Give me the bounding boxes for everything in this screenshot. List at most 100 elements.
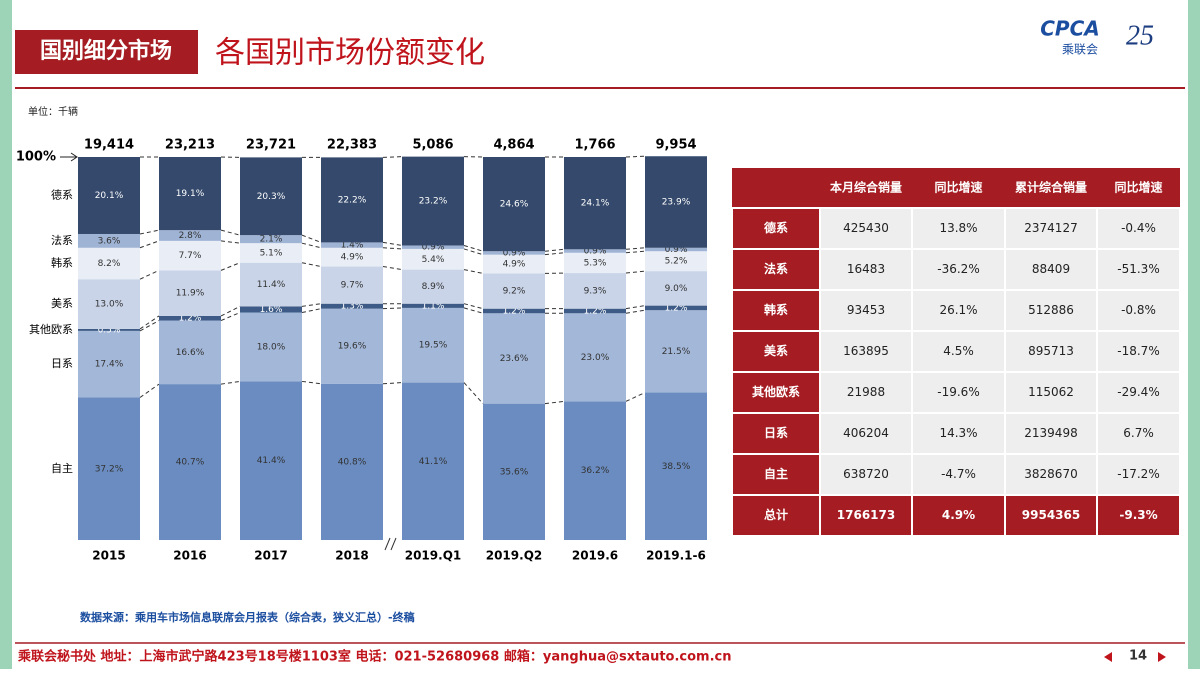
- series-label: 其他欧系: [29, 323, 73, 336]
- footer-contact: 乘联会秘书处 地址：上海市武宁路423号18号楼1103室 电话：021-526…: [17, 649, 732, 665]
- cell-text: 3828670: [1024, 467, 1077, 481]
- connector: [464, 249, 483, 255]
- connector: [383, 248, 402, 249]
- connector: [221, 230, 240, 235]
- value-label: 5.3%: [584, 258, 607, 268]
- connector: [302, 243, 321, 248]
- value-label: 36.2%: [581, 466, 610, 476]
- connector: [383, 242, 402, 245]
- cell-text: 406204: [843, 426, 889, 440]
- cell-text: -18.7%: [1117, 344, 1159, 358]
- cell-text: 512886: [1028, 303, 1074, 317]
- row-header: 自主: [764, 466, 788, 481]
- total-label: 4,864: [493, 138, 534, 153]
- value-label: 19.5%: [419, 341, 448, 351]
- value-label: 4.9%: [341, 253, 364, 263]
- value-label: 20.3%: [257, 192, 286, 202]
- connector: [383, 383, 402, 384]
- value-label: 24.6%: [500, 200, 529, 210]
- cell-text: 26.1%: [939, 303, 977, 317]
- cell-text: -19.6%: [937, 385, 979, 399]
- value-label: 9.2%: [503, 287, 526, 297]
- value-label: 11.4%: [257, 280, 286, 290]
- anniversary: 25: [1126, 20, 1154, 51]
- cell-text: 4.5%: [943, 344, 974, 358]
- cell-text: -4.7%: [941, 467, 976, 481]
- cell-text: 1766173: [837, 508, 895, 522]
- cell-text: 13.8%: [939, 221, 977, 235]
- total-label: 23,213: [165, 138, 215, 153]
- value-label: 41.1%: [419, 457, 448, 467]
- connector: [626, 156, 645, 157]
- value-label: 5.2%: [665, 257, 688, 267]
- connector: [221, 306, 240, 316]
- cell-text: 93453: [847, 303, 885, 317]
- value-label: 5.1%: [260, 248, 283, 258]
- connector: [626, 248, 645, 250]
- tag: 国别细分市场: [40, 38, 172, 64]
- page-number: 14: [1129, 649, 1147, 664]
- logo: CPCA: [1040, 17, 1100, 41]
- connector: [383, 267, 402, 270]
- total-label: 9,954: [655, 138, 696, 153]
- total-label: 5,086: [412, 138, 453, 153]
- row-header: 总计: [764, 507, 788, 522]
- connector: [140, 241, 159, 248]
- cell-text: 14.3%: [939, 426, 977, 440]
- value-label: 3.6%: [98, 236, 121, 246]
- value-label: 23.0%: [581, 353, 610, 363]
- connector: [302, 309, 321, 313]
- cell-text: -36.2%: [937, 262, 979, 276]
- source: 数据来源：乘用车市场信息联席会月报表（综合表，狭义汇总）-终稿: [80, 610, 415, 624]
- edge-strip: [1188, 0, 1200, 669]
- value-label: 9.0%: [665, 284, 688, 294]
- value-label: 19.1%: [176, 189, 205, 199]
- connector: [383, 308, 402, 309]
- value-label: 20.1%: [95, 191, 124, 201]
- value-label: 2.8%: [179, 231, 202, 241]
- cell-text: 638720: [843, 467, 889, 481]
- connector: [140, 321, 159, 331]
- connector: [545, 253, 564, 255]
- value-label: 23.6%: [500, 354, 529, 364]
- connector: [464, 270, 483, 274]
- value-label: 7.7%: [179, 251, 202, 261]
- row-header: 韩系: [764, 302, 788, 317]
- connector: [302, 235, 321, 242]
- connector: [221, 241, 240, 243]
- edge-strip: [0, 0, 12, 669]
- value-label: 41.4%: [257, 456, 286, 466]
- value-label: 18.0%: [257, 342, 286, 352]
- connector: [302, 263, 321, 267]
- cell-text: 21988: [847, 385, 885, 399]
- value-label: 5.4%: [422, 255, 445, 265]
- cell-text: 895713: [1028, 344, 1074, 358]
- column-header: 累计综合销量: [1015, 180, 1087, 195]
- connector: [221, 263, 240, 271]
- series-label: 德系: [51, 187, 73, 201]
- next-icon[interactable]: [1158, 652, 1166, 662]
- row-header: 德系: [764, 220, 788, 235]
- cell-text: 2139498: [1024, 426, 1077, 440]
- series-label: 法系: [51, 233, 73, 247]
- cell-text: -0.4%: [1121, 221, 1156, 235]
- tick-arrow: [60, 153, 77, 161]
- value-label: 4.9%: [503, 260, 526, 270]
- value-label: 40.7%: [176, 458, 205, 468]
- x-tick-label: 2018: [335, 549, 368, 563]
- connector: [626, 271, 645, 273]
- total-label: 23,721: [246, 138, 296, 153]
- prev-icon[interactable]: [1104, 652, 1112, 662]
- connector: [221, 312, 240, 320]
- series-label: 日系: [51, 357, 73, 370]
- column-header: 本月综合销量: [830, 180, 902, 195]
- connector: [626, 251, 645, 253]
- connector: [221, 381, 240, 384]
- connector: [302, 381, 321, 383]
- value-label: 2.1%: [260, 235, 283, 245]
- column-header: 同比增速: [1114, 180, 1162, 195]
- value-label: 38.5%: [662, 462, 691, 472]
- row-header: 法系: [764, 261, 788, 276]
